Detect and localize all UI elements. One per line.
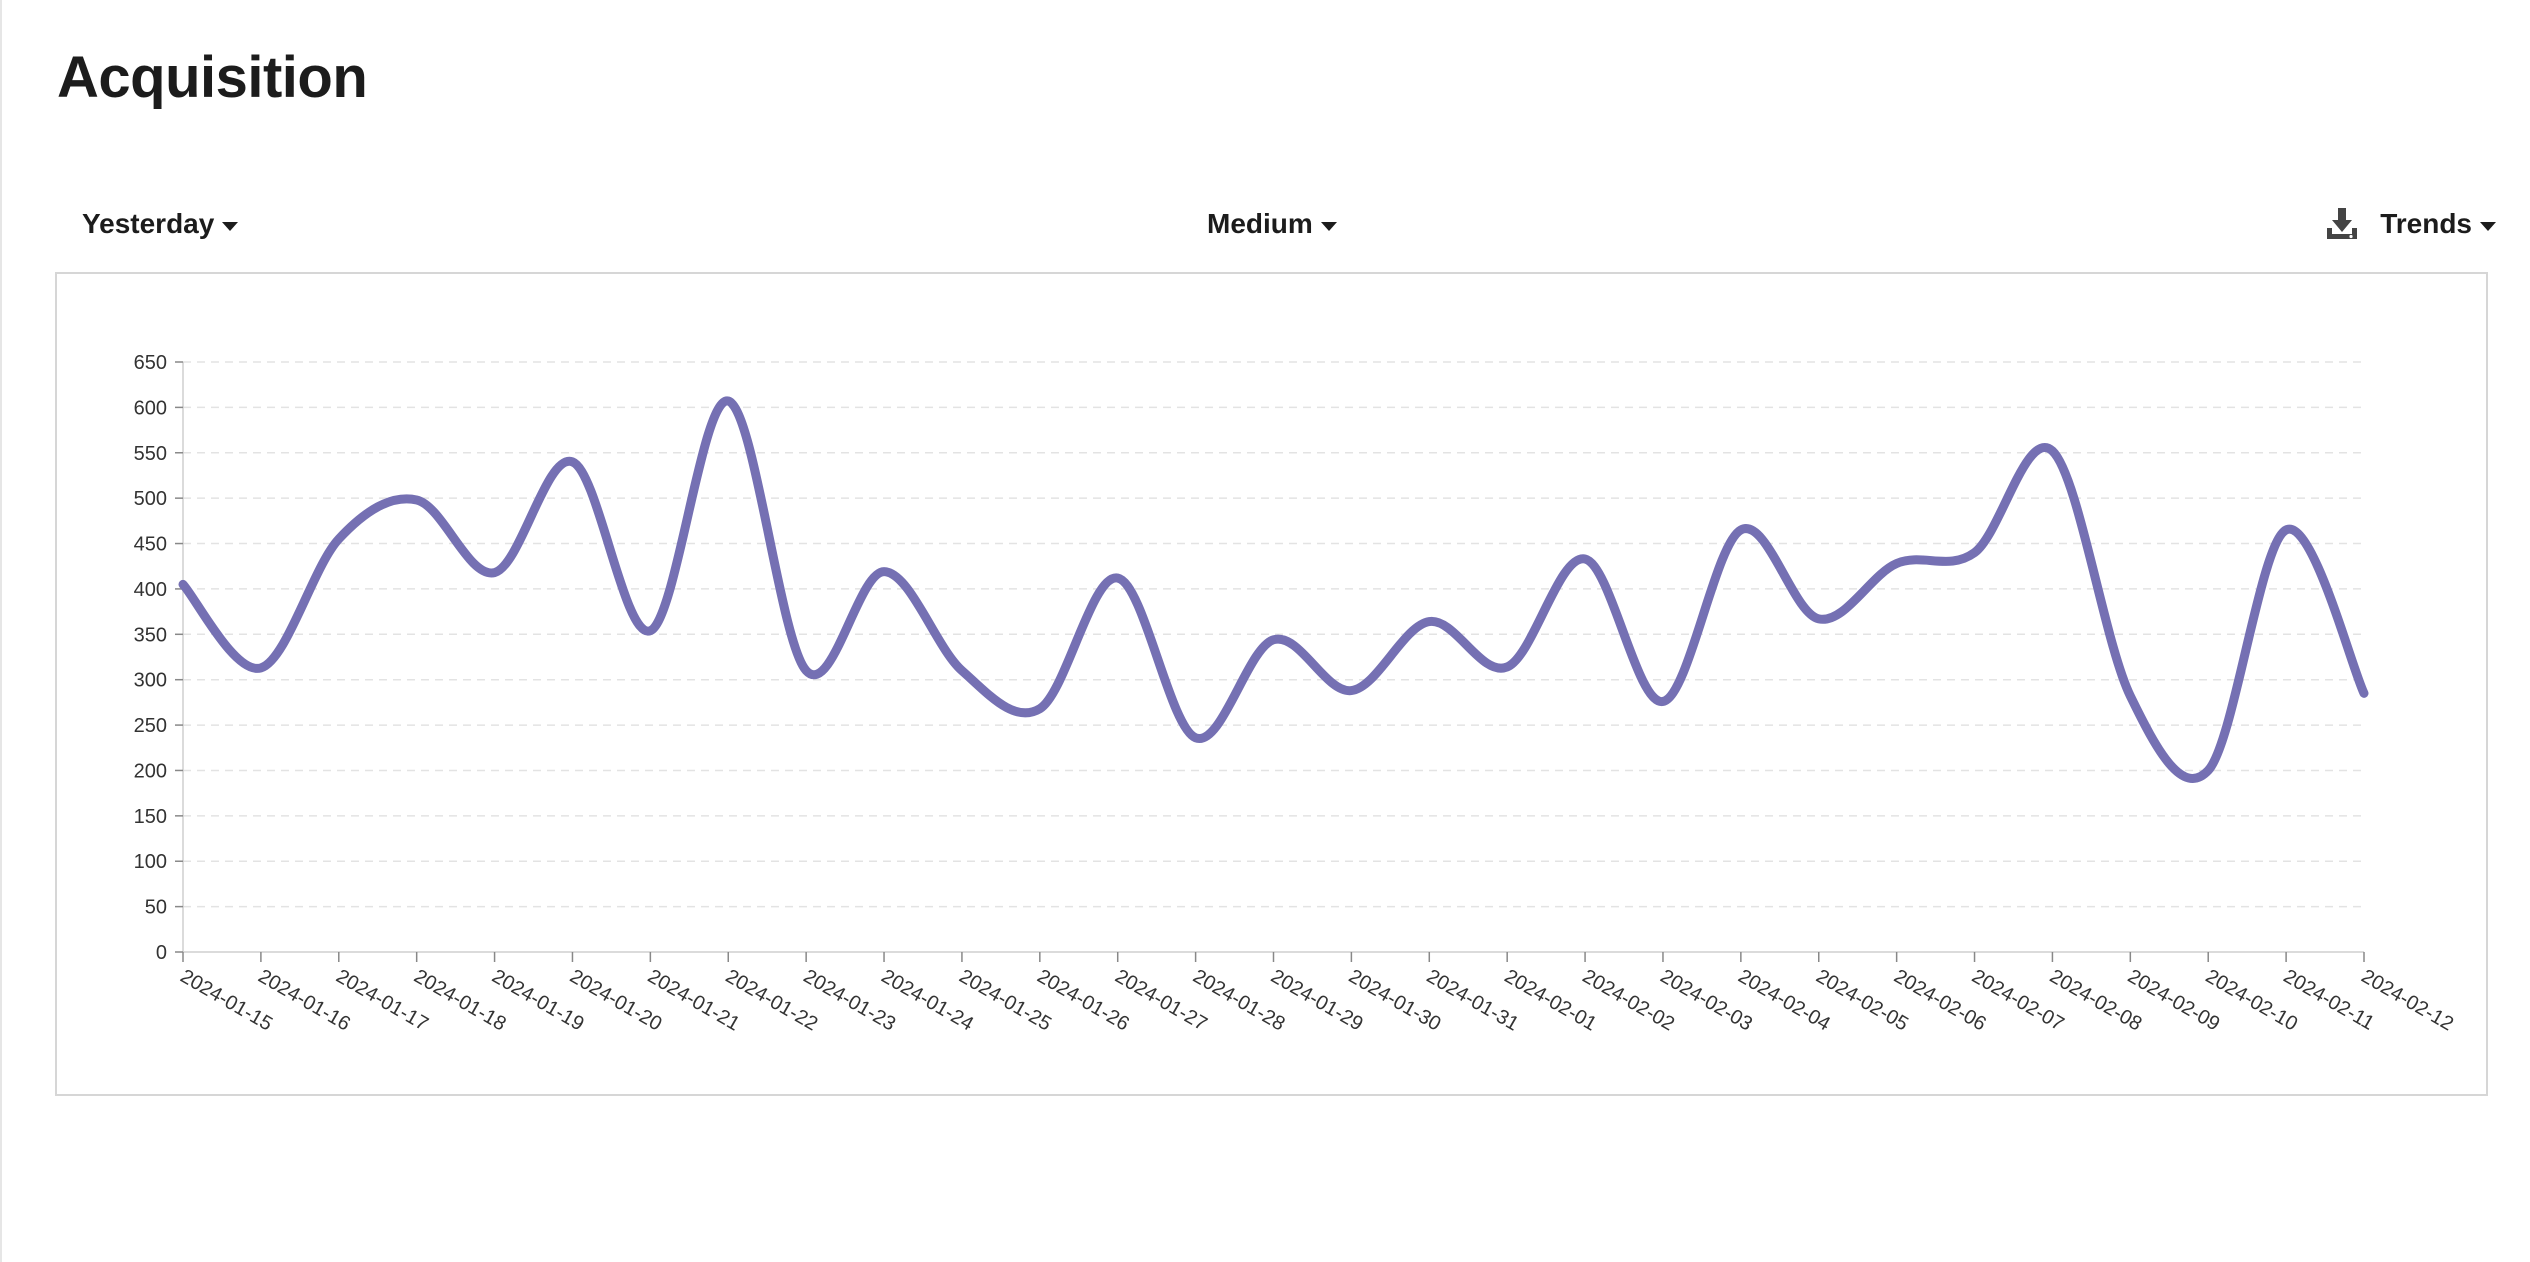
download-icon[interactable] xyxy=(2324,206,2360,242)
caret-down-icon xyxy=(222,221,239,231)
page-title: Acquisition xyxy=(57,45,368,110)
y-tick-label: 350 xyxy=(134,624,167,646)
dimension-dropdown[interactable]: Medium xyxy=(1207,204,1337,244)
data-point[interactable]: 2024-02-02: 433 xyxy=(1575,549,1595,569)
line-chart: 050100150200250300350400450500550600650 … xyxy=(134,352,2457,1035)
data-point[interactable]: 2024-01-21: 354 xyxy=(640,621,660,641)
data-point[interactable]: 2024-02-09: 282 xyxy=(2120,686,2140,706)
data-point[interactable]: 2024-01-18: 498 xyxy=(407,490,427,510)
data-point[interactable]: 2024-01-20: 540 xyxy=(562,452,582,472)
data-point[interactable]: 2024-02-05: 367 xyxy=(1809,609,1829,629)
y-tick-label: 550 xyxy=(134,443,167,465)
chart-panel: 0 50 100 150 200 250 300 350 400 450 500 550 600 650 … xyxy=(55,272,2488,1096)
data-point[interactable]: 2024-01-24: 419 xyxy=(874,562,894,582)
y-axis-ticks: 0 50 100 150 200 250 300 350 400 450 500 550 600 650 xyxy=(134,352,183,964)
date-range-label: Yesterday xyxy=(82,208,215,239)
data-point[interactable]: 2024-01-15: 405 xyxy=(173,574,193,594)
data-point[interactable]: 2024-02-06: 428 xyxy=(1887,554,1907,574)
y-tick-label: 150 xyxy=(134,806,167,828)
view-label: Trends xyxy=(2380,208,2472,239)
y-tick-label: 500 xyxy=(134,488,167,510)
caret-down-icon xyxy=(2480,221,2496,231)
data-point[interactable]: 2024-02-11: 465 xyxy=(2276,520,2296,540)
data-point[interactable]: 2024-01-19: 418 xyxy=(485,563,505,583)
date-range-dropdown[interactable]: Yesterday xyxy=(82,204,239,244)
data-point[interactable]: 2024-02-10: 200 xyxy=(2198,760,2218,780)
view-controls: Trends xyxy=(2324,204,2496,244)
caret-down-icon xyxy=(1320,221,1337,231)
y-tick-label: 200 xyxy=(134,760,167,782)
series: 2024-01-15: 405 2024-01-16: 313 2024-01-17… xyxy=(173,391,2374,783)
data-point[interactable]: 2024-02-12: 285 xyxy=(2354,683,2374,703)
dimension-label: Medium xyxy=(1207,208,1313,239)
y-tick-label: 50 xyxy=(145,897,167,919)
data-point[interactable]: 2024-02-07: 440 xyxy=(1965,543,1985,563)
y-tick-label: 0 xyxy=(156,942,167,964)
y-tick-label: 400 xyxy=(134,579,167,601)
y-tick-label: 600 xyxy=(134,397,167,419)
data-point[interactable]: 2024-02-01: 314 xyxy=(1497,657,1517,677)
data-point[interactable]: 2024-01-23: 310 xyxy=(796,661,816,681)
data-point[interactable]: 2024-01-28: 236 xyxy=(1186,728,1206,748)
series-line xyxy=(178,396,2369,783)
data-point[interactable]: 2024-01-25: 310 xyxy=(952,661,972,681)
x-axis-ticks: 2024-01-152024-01-162024-01-172024-01-18… xyxy=(177,952,2457,1035)
data-point[interactable]: 2024-02-03: 276 xyxy=(1653,691,1673,711)
left-border xyxy=(0,0,2,1262)
y-tick-label: 650 xyxy=(134,352,167,374)
data-point[interactable]: 2024-01-26: 268 xyxy=(1030,699,1050,719)
data-point[interactable]: 2024-02-08: 552 xyxy=(2042,441,2062,461)
y-tick-label: 100 xyxy=(134,851,167,873)
data-point[interactable]: 2024-01-31: 364 xyxy=(1419,612,1439,632)
data-point[interactable]: 2024-01-17: 455 xyxy=(329,529,349,549)
data-point[interactable]: 2024-01-29: 344 xyxy=(1264,630,1284,650)
y-tick-label: 300 xyxy=(134,670,167,692)
data-point[interactable]: 2024-01-16: 313 xyxy=(251,658,271,678)
data-point[interactable]: 2024-01-30: 288 xyxy=(1341,681,1361,701)
view-dropdown[interactable]: Trends xyxy=(2380,204,2496,244)
y-tick-label: 450 xyxy=(134,534,167,556)
data-point[interactable]: 2024-01-22: 607 xyxy=(718,391,738,411)
data-point[interactable]: 2024-02-04: 465 xyxy=(1731,520,1751,540)
data-point[interactable]: 2024-01-27: 412 xyxy=(1108,568,1128,588)
y-tick-label: 250 xyxy=(134,715,167,737)
